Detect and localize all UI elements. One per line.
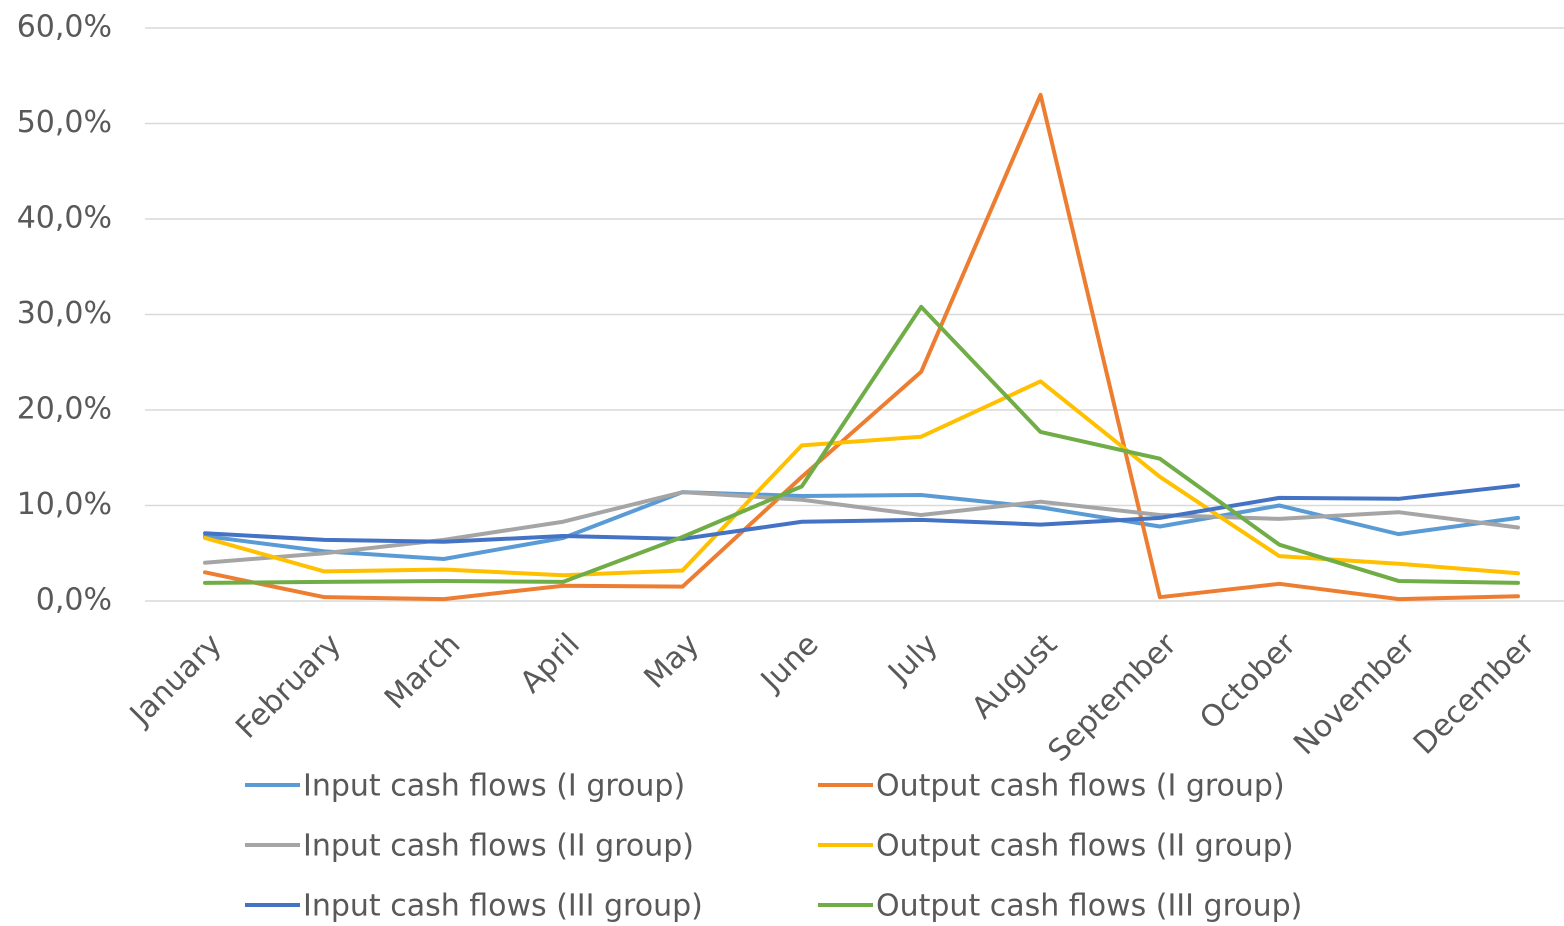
series-line <box>203 379 1520 578</box>
y-tick-label: 0,0% <box>36 583 112 618</box>
x-tick-label: April <box>514 627 587 700</box>
y-tick-label: 50,0% <box>17 105 112 140</box>
x-tick-label: May <box>638 627 707 696</box>
x-tick-label: October <box>1193 626 1303 736</box>
x-tick-label: March <box>378 627 467 716</box>
x-tick-label: February <box>229 627 348 746</box>
y-tick-label: 30,0% <box>17 296 112 331</box>
legend-label: Output cash flows (II group) <box>876 829 1294 864</box>
y-tick-label: 20,0% <box>17 392 112 427</box>
legend-label: Output cash flows (I group) <box>876 769 1285 804</box>
legend-label: Input cash flows (I group) <box>303 769 685 804</box>
x-tick-label: July <box>881 627 945 691</box>
series-line <box>203 304 1520 585</box>
legend-label: Output cash flows (III group) <box>876 889 1302 924</box>
y-tick-label: 10,0% <box>17 487 112 522</box>
x-tick-label: December <box>1407 626 1542 761</box>
x-tick-label: August <box>965 627 1064 726</box>
series-line <box>203 483 1520 544</box>
legend-label: Input cash flows (II group) <box>303 829 694 864</box>
series-line <box>203 490 1520 561</box>
legend-label: Input cash flows (III group) <box>303 889 703 924</box>
y-tick-label: 40,0% <box>17 201 112 236</box>
x-tick-label: September <box>1042 626 1184 768</box>
y-tick-label: 60,0% <box>17 10 112 45</box>
x-tick-label: June <box>753 627 825 699</box>
series-line <box>203 490 1520 565</box>
series-line <box>203 92 1520 602</box>
x-tick-label: November <box>1287 626 1423 762</box>
x-tick-label: January <box>122 627 229 734</box>
